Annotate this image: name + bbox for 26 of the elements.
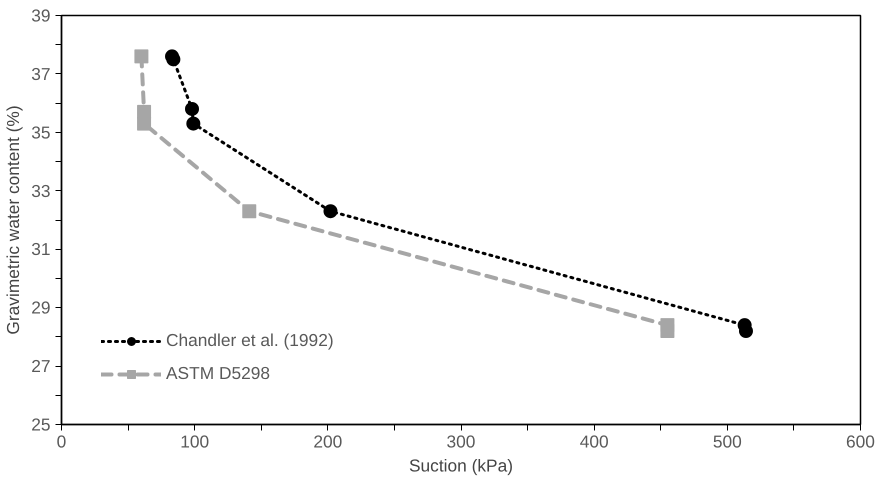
x-tick-label: 300 <box>446 432 476 452</box>
x-tick-label: 200 <box>313 432 342 452</box>
point <box>323 204 338 218</box>
x-tick-label: 100 <box>180 432 210 452</box>
point <box>186 116 200 131</box>
x-tick-label: 0 <box>56 432 66 452</box>
point <box>134 49 148 64</box>
point <box>137 116 152 131</box>
legend-label: ASTM D5298 <box>166 363 270 384</box>
x-tick-label: 400 <box>580 432 609 452</box>
x-tick-label: 500 <box>712 432 742 452</box>
y-tick-label: 35 <box>31 122 51 142</box>
y-axis-title: Gravimetric water content (%) <box>3 105 24 335</box>
y-tick-label: 25 <box>31 414 51 434</box>
point <box>242 204 256 218</box>
x-tick-label: 600 <box>846 432 875 452</box>
point <box>185 102 200 116</box>
y-tick-label: 37 <box>31 64 51 84</box>
y-tick-label: 31 <box>31 239 51 260</box>
point <box>660 324 674 338</box>
legend-label: Chandler et al. (1992) <box>166 330 334 351</box>
y-tick-label: 33 <box>31 180 51 201</box>
y-tick-label: 29 <box>31 298 51 318</box>
y-tick-label: 39 <box>31 6 51 26</box>
x-axis-title: Suction (kPa) <box>408 456 514 476</box>
y-tick-label: 27 <box>31 356 51 376</box>
